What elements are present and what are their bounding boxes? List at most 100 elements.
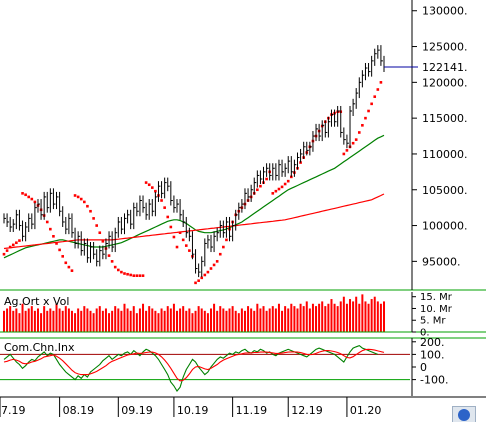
volume-bar	[355, 296, 358, 332]
volume-bar	[243, 310, 246, 332]
date-label: 10.19	[177, 404, 209, 417]
volume-bar	[262, 306, 265, 332]
sar-dot	[89, 209, 92, 213]
sar-dot	[15, 241, 18, 245]
volume-bar	[327, 303, 330, 332]
volume-bar	[271, 306, 274, 332]
volume-bar	[281, 310, 284, 332]
sar-dot	[286, 179, 290, 183]
volume-bar	[123, 303, 126, 332]
sar-dot	[49, 227, 52, 231]
cci-lines	[0, 344, 410, 392]
sar-dot	[126, 272, 129, 276]
sar-dot	[367, 109, 370, 113]
volume-bar	[70, 310, 73, 332]
sar-dot	[45, 220, 49, 224]
sar-dot	[175, 245, 179, 249]
volume-bar	[36, 308, 39, 332]
sar-dot	[200, 276, 204, 280]
date-label: 08.19	[63, 404, 95, 417]
volume-bar	[305, 301, 308, 332]
volume-bar	[33, 310, 36, 332]
volume-bar	[308, 308, 311, 332]
sar-dot	[283, 182, 287, 186]
sar-dot	[52, 234, 55, 238]
oscillator-tick-label: 0	[420, 361, 427, 374]
sar-dot	[215, 260, 219, 263]
oscillator-title: Com.Chn.Inx	[4, 341, 75, 354]
volume-bar	[83, 306, 86, 332]
sar-dot	[147, 183, 151, 187]
volume-bar	[315, 306, 318, 332]
sar-dot	[58, 248, 61, 252]
sar-dot	[73, 194, 77, 197]
sar-dot	[259, 184, 262, 188]
price-panel: 130000. 125000. 120000. 115000. 110000. 10500…	[0, 0, 486, 291]
price-tick-label: 95000.	[422, 255, 461, 268]
sar-dot	[212, 263, 216, 267]
sar-dot	[107, 254, 111, 257]
volume-bar	[21, 303, 24, 332]
volume-bar	[3, 310, 5, 332]
date-label: 11.19	[236, 404, 268, 417]
price-axis: 130000. 125000. 120000. 115000. 110000. 10500…	[384, 0, 468, 290]
oscillator-axis: 200.100.0-100.	[0, 336, 486, 396]
price-tick-label: 110000.	[422, 148, 468, 161]
sar-dot	[197, 279, 200, 282]
volume-bar	[80, 310, 83, 332]
sar-dot	[342, 152, 346, 156]
volume-bar	[169, 308, 172, 332]
volume-bar	[95, 308, 98, 332]
volume-bar	[191, 313, 194, 332]
volume-bar	[333, 303, 336, 332]
volume-bar	[361, 294, 364, 332]
volume-bar	[49, 308, 52, 332]
volume-bar	[367, 303, 370, 332]
volume-bar	[154, 310, 157, 332]
sar-dot	[166, 215, 170, 219]
sar-dot	[135, 274, 139, 277]
navigation-button[interactable]	[452, 406, 476, 422]
volume-bar	[129, 310, 132, 332]
volume-bar	[194, 310, 197, 332]
sar-dot	[79, 197, 83, 201]
sar-dot	[141, 274, 145, 277]
sar-dot	[33, 200, 37, 204]
cci-signal-line	[3, 348, 385, 382]
volume-bar	[98, 306, 101, 332]
volume-bar	[296, 308, 299, 332]
volume-bar	[358, 303, 361, 332]
sar-dot	[101, 240, 105, 243]
volume-bar	[176, 310, 179, 332]
volume-bar	[101, 310, 104, 332]
volume-bar	[132, 306, 135, 332]
volume-bar	[206, 313, 209, 332]
volume-bar	[339, 301, 342, 332]
volume-bar	[318, 303, 321, 332]
price-tick-label: 120000.	[422, 76, 468, 89]
volume-bar	[259, 308, 262, 332]
volume-bar	[40, 313, 43, 332]
volume-tick-label: 15. Mr	[420, 292, 453, 303]
volume-bar	[342, 296, 345, 332]
browser-icon	[458, 409, 470, 421]
sar-dot	[132, 274, 136, 277]
sar-dot	[5, 249, 9, 252]
volume-tick-label: 10. Mr	[420, 304, 453, 315]
date-label: 12.19	[291, 404, 323, 417]
price-tick-label: 130000.	[422, 5, 468, 18]
last-price-label: 122141.	[422, 61, 468, 74]
volume-bar	[58, 308, 61, 332]
sar-dot	[280, 185, 284, 189]
volume-bar	[225, 310, 228, 332]
volume-bar	[151, 308, 154, 332]
sar-dot	[8, 245, 12, 249]
volume-bar	[188, 308, 191, 332]
volume-bar	[237, 313, 240, 332]
volume-bar	[234, 310, 237, 332]
volume-bar	[166, 306, 169, 332]
volume-bar	[200, 308, 203, 332]
price-tick-label: 105000.	[422, 184, 468, 197]
